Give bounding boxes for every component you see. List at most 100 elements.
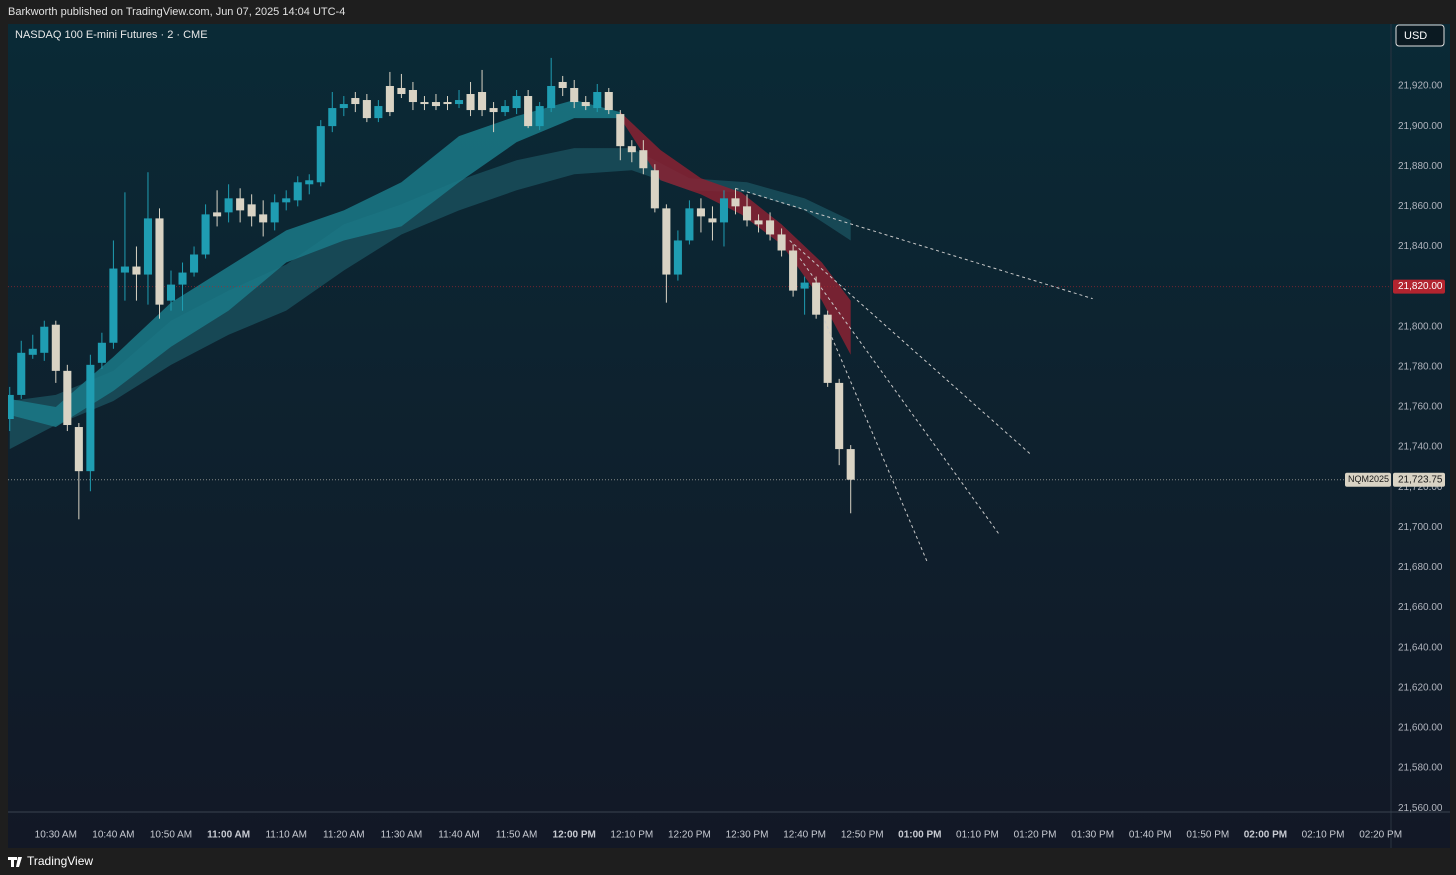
candle-body [639, 150, 648, 169]
candle-body [524, 96, 533, 127]
candle-body [501, 106, 510, 113]
candle-body [374, 106, 383, 119]
symbol-label: NQM2025 [1348, 474, 1389, 484]
currency-button[interactable] [1395, 24, 1445, 47]
publish-header: Barkworth published on TradingView.com, … [8, 6, 345, 18]
candle-body [708, 218, 717, 223]
candle-body [604, 92, 613, 111]
x-tick-label: 10:40 AM [92, 830, 134, 841]
candle-body [236, 198, 245, 211]
candle-body [74, 427, 83, 472]
x-tick-label: 02:10 PM [1302, 830, 1345, 841]
candle-body [812, 282, 821, 315]
candle-body [558, 81, 567, 88]
projection-line [799, 258, 1001, 536]
x-tick-label: 11:10 AM [265, 830, 307, 841]
candle-body [166, 284, 176, 301]
y-tick-label: 21,800.00 [1398, 321, 1443, 332]
candle-body [754, 220, 763, 225]
y-tick-label: 21,700.00 [1398, 522, 1443, 533]
x-tick-label: 11:30 AM [381, 830, 423, 841]
ma-ribbon [9, 100, 621, 428]
candle-body [547, 85, 556, 109]
y-tick-label: 21,840.00 [1398, 241, 1443, 252]
candle-body [397, 87, 406, 95]
candle-body [259, 214, 268, 223]
candle-body [270, 202, 279, 223]
candle-body [86, 364, 95, 472]
y-tick-label: 21,760.00 [1398, 402, 1443, 413]
candle-body [454, 100, 464, 105]
y-tick-label: 21,900.00 [1398, 121, 1443, 132]
brand-name: TradingView [27, 854, 93, 868]
candle-body [385, 85, 394, 113]
chart-title: NASDAQ 100 E-mini Futures · 2 · CME [15, 29, 208, 41]
y-tick-label: 21,720.00 [1398, 482, 1443, 493]
x-tick-label: 02:00 PM [1244, 830, 1287, 841]
x-tick-label: 01:00 PM [898, 830, 941, 841]
x-tick-label: 11:40 AM [438, 830, 480, 841]
x-tick-label: 01:50 PM [1186, 830, 1229, 841]
candle-body [512, 96, 521, 109]
y-tick-label: 21,860.00 [1398, 201, 1443, 212]
candle-body [293, 182, 302, 201]
x-tick-label: 01:10 PM [956, 830, 999, 841]
projection-line [735, 187, 1093, 300]
candle-body [742, 206, 752, 221]
x-tick-label: 01:40 PM [1129, 830, 1172, 841]
candle-body [328, 108, 337, 127]
candle-body [581, 102, 590, 107]
x-tick-label: 01:30 PM [1071, 830, 1114, 841]
x-tick-label: 12:20 PM [668, 830, 711, 841]
x-tick-label: 12:50 PM [841, 830, 884, 841]
candle-body [673, 240, 682, 275]
x-tick-label: 12:10 PM [610, 830, 653, 841]
candle-body [201, 214, 210, 255]
x-tick-label: 12:00 PM [553, 830, 596, 841]
candle-body [28, 348, 37, 355]
candle-body [443, 102, 452, 105]
candle-body [339, 104, 348, 109]
x-tick-label: 02:20 PM [1359, 830, 1402, 841]
candle-body [593, 92, 602, 109]
candle-body [282, 198, 291, 203]
ma-ribbon [620, 112, 851, 355]
y-tick-label: 21,560.00 [1398, 803, 1443, 814]
candle-body [132, 266, 141, 275]
ma-ribbon [9, 148, 851, 450]
y-tick-label: 21,580.00 [1398, 763, 1443, 774]
chart-panel [8, 24, 1450, 848]
candle-body [420, 102, 429, 105]
candle-body [570, 87, 579, 103]
projection-line [824, 320, 929, 564]
candle-body [224, 198, 233, 213]
candle-body [466, 94, 475, 111]
candle-body [155, 218, 164, 305]
candle-body [109, 268, 118, 343]
y-tick-label: 21,880.00 [1398, 161, 1443, 172]
candle-body [616, 114, 625, 147]
candle-body [190, 254, 199, 273]
candle-body [777, 234, 786, 251]
axes: 21,560.00 21,580.00 21,600.00 21,620.00 21,6… [35, 81, 1445, 841]
candle-body [685, 208, 694, 241]
x-tick-label: 11:50 AM [496, 830, 538, 841]
plot-area [8, 57, 1391, 564]
y-tick-label: 21,920.00 [1398, 81, 1443, 92]
candle-body [97, 342, 106, 363]
candle-body [178, 272, 187, 285]
x-tick-label: 10:30 AM [35, 830, 77, 841]
candle-body [489, 108, 498, 113]
candle-body [8, 394, 14, 420]
candle-body [120, 266, 129, 273]
symbol-label-box [1345, 472, 1391, 487]
y-tick-label: 21,620.00 [1398, 682, 1443, 693]
y-tick-label: 21,660.00 [1398, 602, 1443, 613]
price-label: 21,820.00 [1398, 281, 1443, 292]
candle-body [823, 314, 832, 383]
price-label-box [1393, 472, 1445, 487]
y-tick-label: 21,780.00 [1398, 361, 1443, 372]
candle-body [800, 282, 809, 289]
